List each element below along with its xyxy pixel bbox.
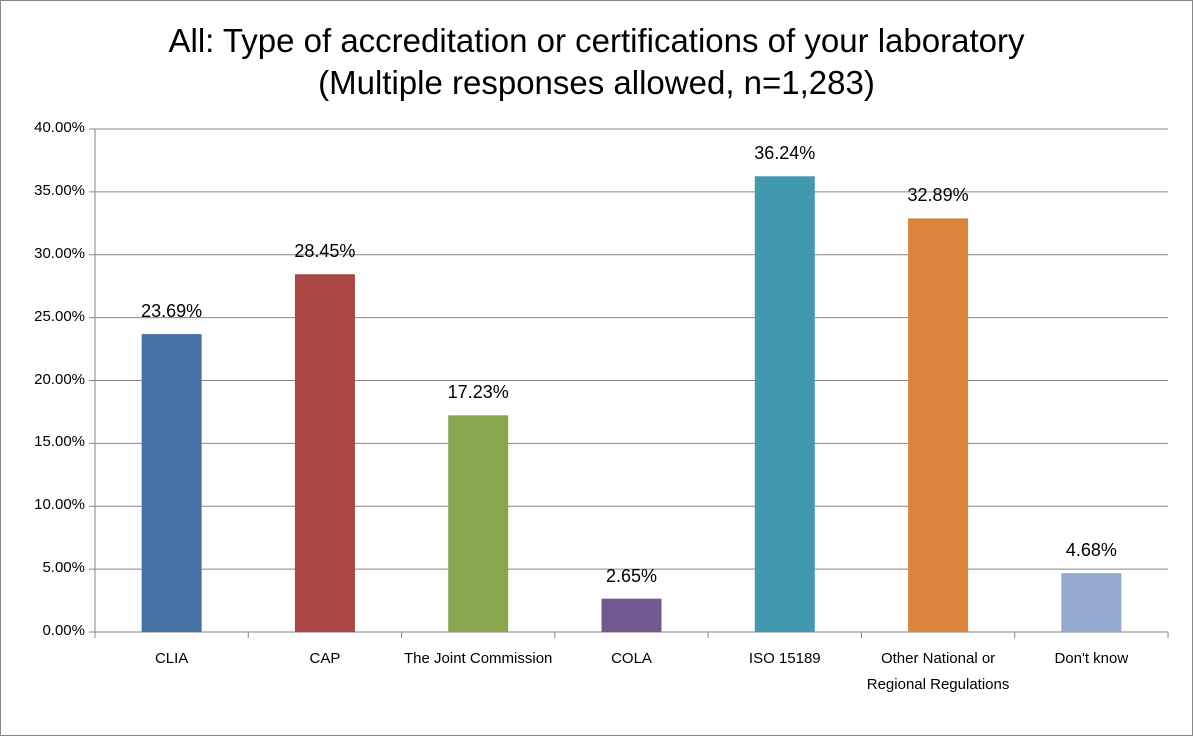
y-tick-label: 40.00% <box>34 119 85 136</box>
bar <box>294 274 355 632</box>
value-label: 23.69% <box>141 301 203 322</box>
bar <box>908 218 969 632</box>
value-label: 28.45% <box>294 241 356 262</box>
y-tick-label: 15.00% <box>34 433 85 451</box>
x-tick-label: CAP <box>309 650 341 667</box>
y-tick-label: 5.00% <box>42 559 85 577</box>
x-tick-label: Other National or Regional Regulations <box>866 650 1010 693</box>
value-label: 32.89% <box>907 185 969 206</box>
x-tick-label: Don't know <box>1054 650 1129 667</box>
y-tick-label: 20.00% <box>34 370 85 388</box>
y-tick-label: 10.00% <box>34 496 85 514</box>
y-tick-label: 0.00% <box>42 622 85 639</box>
bar <box>601 598 662 632</box>
value-label: 17.23% <box>447 382 509 403</box>
x-tick-label: CLIA <box>154 650 189 667</box>
chart-title: All: Type of accreditation or certificat… <box>168 22 1025 101</box>
value-label: 4.68% <box>1065 540 1117 561</box>
value-label: 36.24% <box>754 143 816 164</box>
y-tick-label: 30.00% <box>34 244 85 262</box>
x-tick-label: ISO 15189 <box>748 650 821 667</box>
x-tick-label: The Joint Commission <box>404 650 553 667</box>
bar <box>754 176 815 633</box>
x-tick-label: COLA <box>611 650 652 667</box>
bar <box>141 334 202 632</box>
bar <box>1061 573 1122 632</box>
value-label: 2.65% <box>605 565 658 586</box>
y-tick-label: 35.00% <box>34 181 85 199</box>
y-tick-label: 25.00% <box>34 307 85 325</box>
bar <box>448 415 509 632</box>
